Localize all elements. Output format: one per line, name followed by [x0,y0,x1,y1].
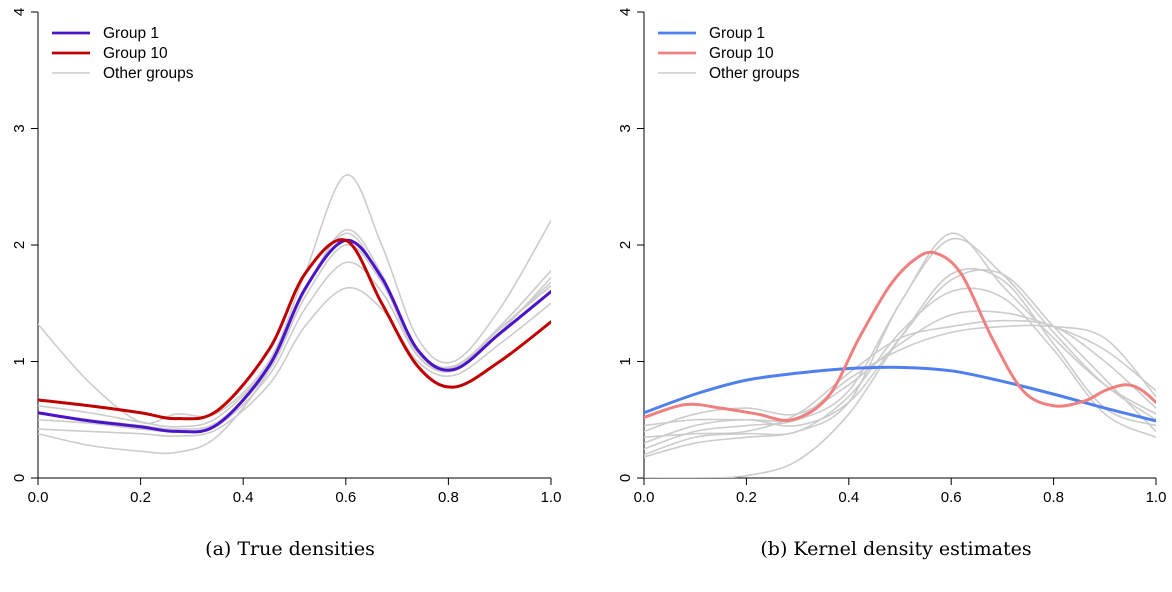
series-line-other-groups [644,310,1156,433]
legend-label: Group 10 [103,45,168,62]
series-line-other-groups [644,268,1156,444]
x-tick-label: 0.6 [941,489,962,506]
series-line-group-1 [644,365,1156,423]
y-tick-label: 4 [11,8,28,16]
chart-panel-a: 0.0 0.2 0.4 0.6 0.8 1.0 0 1 2 3 4 Group 1 Group 10 Ot… [11,8,561,506]
y-tick-label: 0 [617,474,634,482]
legend-label: Group 10 [709,45,774,62]
x-tick-label: 0.2 [736,489,757,506]
x-tick-label: 0.0 [28,489,49,506]
x-tick-label: 0.4 [233,489,254,506]
legend-label: Other groups [709,65,800,82]
series-line-group-1 [38,238,551,434]
legend-label: Group 1 [709,25,765,42]
x-tick-label: 0.2 [130,489,151,506]
series-group [38,174,551,455]
series-line-other-groups [644,287,1156,456]
x-tick-label: 0.8 [438,489,459,506]
y-tick-label: 2 [11,241,28,249]
legend: Group 1 Group 10 Other groups [658,25,800,82]
x-tick-label: 1.0 [541,489,562,506]
x-tick-label: 0.6 [335,489,356,506]
y-tick-label: 1 [11,357,28,365]
y-tick-label: 3 [11,124,28,132]
series-line-other-groups [644,232,1156,450]
series-group [644,232,1156,478]
legend-label: Group 1 [103,25,159,42]
y-tick-label: 1 [617,357,634,365]
y-tick-label: 2 [617,241,634,249]
y-tick-label: 4 [617,8,634,16]
x-tick-label: 1.0 [1146,489,1167,506]
series-line-group-10 [38,238,551,421]
y-tick-label: 0 [11,474,28,482]
series-line-other-groups [38,174,551,425]
series-line-other-groups [644,324,1156,427]
caption-kernel-density-estimates: (b) Kernel density estimates [760,538,1032,560]
legend: Group 1 Group 10 Other groups [52,25,194,82]
legend-label: Other groups [103,65,194,82]
series-line-group-10 [644,250,1156,422]
x-tick-label: 0.8 [1043,489,1064,506]
series-line-other-groups [38,244,551,430]
chart-panel-b: 0.0 0.2 0.4 0.6 0.8 1.0 0 1 2 3 4 Group 1 Group 10 Ot… [617,8,1166,506]
caption-true-densities: (a) True densities [205,538,375,560]
series-line-other-groups [38,286,551,438]
y-tick-label: 3 [617,124,634,132]
x-tick-label: 0.0 [634,489,655,506]
x-tick-label: 0.4 [838,489,859,506]
series-line-other-groups [644,267,1156,478]
